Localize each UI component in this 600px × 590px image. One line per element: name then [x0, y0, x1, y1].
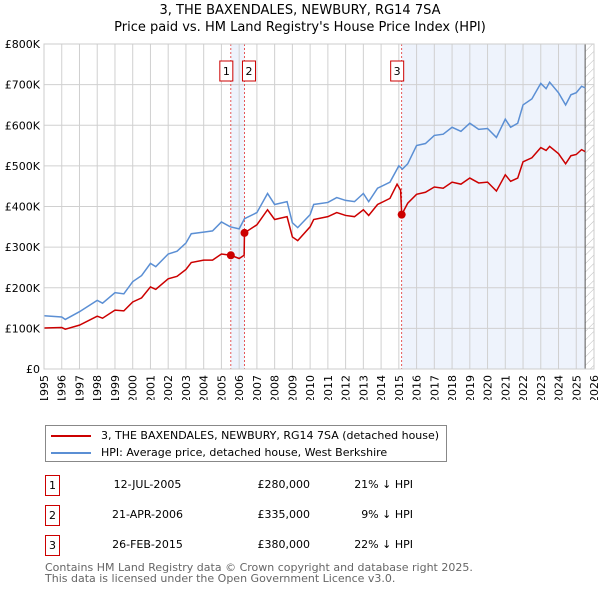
x-tick-label: 2026: [588, 375, 600, 400]
x-tick-label: 1999: [109, 375, 122, 400]
sale-label: 1: [223, 65, 230, 78]
x-tick-label: 2007: [251, 375, 264, 400]
legend-item-hpi: HPI: Average price, detached house, West…: [51, 446, 387, 459]
sale-price: £335,000: [257, 508, 311, 521]
x-tick-label: 2011: [322, 375, 335, 400]
x-tick-label: 2003: [180, 375, 193, 400]
plot-border: [43, 43, 595, 370]
footer-licence: This data is licensed under the Open Gov…: [45, 572, 396, 585]
chart-subtitle: Price paid vs. HM Land Registry's House …: [114, 20, 486, 35]
y-tick-label: £400K: [5, 201, 41, 214]
x-tick-label: 2018: [446, 375, 459, 400]
legend-label: HPI: Average price, detached house, West…: [101, 446, 388, 459]
x-tick-label: 2005: [215, 375, 228, 400]
property-series-line: [43, 145, 586, 330]
sale-label: 3: [394, 65, 401, 78]
sale-point: [397, 210, 406, 219]
sale-label-box: [241, 60, 256, 82]
red-line-swatch: [51, 434, 91, 437]
x-tick-label: 2009: [286, 375, 299, 400]
x-tick-label: 2001: [144, 375, 157, 400]
sale-number-badge: 2: [45, 505, 60, 526]
line-chart: 1995 1996 1997 1998 1999 2000 2001 2002 2003 2004…: [5, 38, 600, 400]
x-tick-label: 1997: [73, 375, 86, 400]
x-tick-label: 2014: [375, 375, 388, 400]
x-tick-label: 2015: [393, 375, 406, 400]
y-tick-label: £700K: [5, 79, 41, 92]
x-tick-label: 2004: [198, 375, 211, 400]
sale-date: 26-FEB-2015: [112, 538, 183, 551]
y-tick-label: £300K: [5, 241, 41, 254]
table-row: 3 26-FEB-2015 £380,000 22% ↓ HPI: [45, 535, 445, 556]
x-tick-label: 1998: [91, 375, 104, 400]
x-tick-label: 2023: [535, 375, 548, 400]
hpi-difference: 9% ↓ HPI: [361, 508, 413, 521]
legend-label: 3, THE BAXENDALES, NEWBURY, RG14 7SA (de…: [101, 429, 440, 442]
x-tick-label: 2013: [357, 375, 370, 400]
y-tick-label: £100K: [5, 322, 41, 335]
x-tick-label: 2006: [233, 375, 246, 400]
legend: 3, THE BAXENDALES, NEWBURY, RG14 7SA (de…: [45, 425, 447, 462]
x-tick-label: 2025: [570, 375, 583, 400]
x-tick-label: 2000: [127, 375, 140, 400]
sale-number-badge: 1: [45, 475, 60, 496]
hpi-series-line: [43, 80, 586, 321]
footer-copyright: Contains HM Land Registry data © Crown c…: [45, 561, 473, 574]
x-tick-label: 1995: [38, 375, 51, 400]
sale-date: 21-APR-2006: [111, 508, 184, 521]
blue-line-swatch: [51, 451, 91, 454]
legend-item-property: 3, THE BAXENDALES, NEWBURY, RG14 7SA (de…: [51, 429, 439, 442]
sale-price: £280,000: [257, 478, 311, 491]
x-tick-label: 1996: [56, 375, 69, 400]
x-tick-label: 2019: [464, 375, 477, 400]
x-tick-label: 2022: [517, 375, 530, 400]
y-tick-label: £0: [26, 363, 40, 376]
y-tick-label: £600K: [5, 119, 41, 132]
sale-label-box: [219, 60, 234, 82]
sale-point: [226, 251, 235, 260]
x-tick-label: 2008: [269, 375, 282, 400]
sale-number-badge: 3: [45, 535, 60, 556]
sale-date: 12-JUL-2005: [113, 478, 182, 491]
x-tick-label: 2012: [340, 375, 353, 400]
x-tick-label: 2021: [499, 375, 512, 400]
sale-label: 2: [245, 65, 252, 78]
x-tick-label: 2002: [162, 375, 175, 400]
x-tick-label: 2024: [553, 375, 566, 400]
x-tick-label: 2016: [411, 375, 424, 400]
x-tick-label: 2020: [482, 375, 495, 400]
sale-point: [240, 228, 249, 237]
x-tick-label: 2017: [428, 375, 441, 400]
sale-label-box: [390, 60, 405, 82]
y-tick-label: £800K: [5, 38, 41, 51]
y-tick-label: £200K: [5, 282, 41, 295]
y-tick-label: £500K: [5, 160, 41, 173]
hpi-difference: 22% ↓ HPI: [354, 538, 413, 551]
chart-title: 3, THE BAXENDALES, NEWBURY, RG14 7SA: [159, 3, 441, 18]
table-row: 2 21-APR-2006 £335,000 9% ↓ HPI: [45, 505, 445, 526]
hpi-difference: 21% ↓ HPI: [354, 478, 413, 491]
table-row: 1 12-JUL-2005 £280,000 21% ↓ HPI: [45, 475, 445, 496]
x-tick-label: 2010: [304, 375, 317, 400]
sale-price: £380,000: [257, 538, 311, 551]
